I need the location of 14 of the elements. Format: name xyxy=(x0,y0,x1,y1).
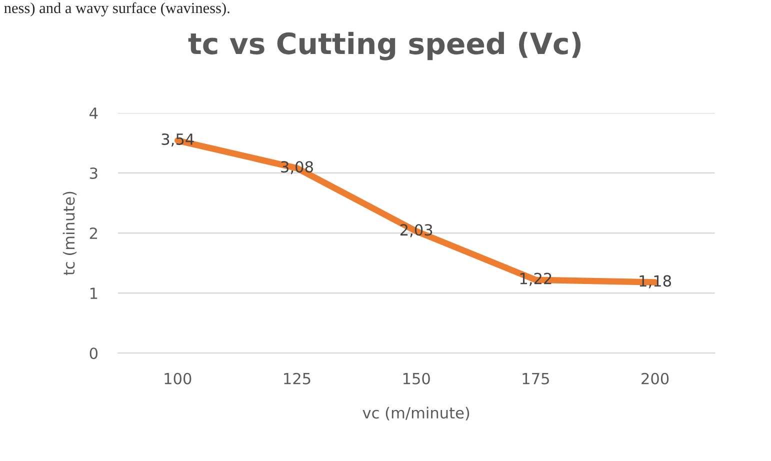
x-tick-label: 100 xyxy=(164,372,192,384)
y-tick-label: 1 xyxy=(90,288,98,299)
x-axis-title: vc (m/minute) xyxy=(362,406,470,420)
x-tick-label: 175 xyxy=(522,373,549,384)
x-tick-label: 125 xyxy=(284,372,310,384)
y-axis-title: tc (minute) xyxy=(62,192,77,276)
y-tick-label: 3 xyxy=(90,167,98,180)
x-tick-label: 150 xyxy=(403,372,430,384)
y-tick-label: 4 xyxy=(90,108,98,119)
chart-title: tc vs Cutting speed (Vc) xyxy=(188,32,581,60)
y-tick-label: 2 xyxy=(90,228,97,239)
text: ness) and a wavy surface (waviness). xyxy=(4,2,230,16)
x-tick-label: 200 xyxy=(642,372,669,384)
y-tick-label: 0 xyxy=(90,348,98,360)
